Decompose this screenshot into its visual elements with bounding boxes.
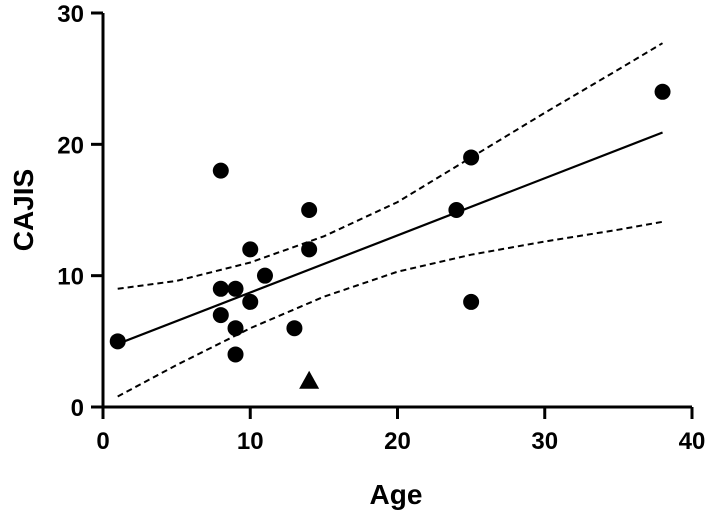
x-tick-label: 10 — [237, 428, 264, 455]
confidence-lower-line — [117, 220, 663, 398]
data-point — [227, 320, 244, 337]
data-point — [242, 241, 259, 258]
y-axis-label: CAJIS — [8, 169, 39, 251]
y-tick-label: 30 — [57, 1, 84, 28]
confidence-upper-line — [117, 42, 664, 290]
data-point — [227, 346, 244, 363]
axis-ticks: 0 10 20 30 40 0 10 20 30 — [57, 1, 705, 455]
y-tick-label: 20 — [57, 132, 84, 159]
data-point — [301, 202, 318, 218]
data-point — [212, 280, 229, 297]
data-point-triangle — [299, 370, 320, 389]
x-tick-label: 0 — [96, 428, 109, 455]
data-point — [463, 293, 480, 310]
data-point — [463, 149, 480, 166]
data-point — [256, 267, 273, 284]
data-point — [212, 162, 229, 179]
data-point — [227, 280, 244, 297]
regression-line-group — [117, 131, 663, 345]
data-points — [109, 83, 671, 389]
x-tick-label: 30 — [531, 428, 558, 455]
data-point — [654, 83, 671, 100]
x-tick-label: 40 — [679, 428, 706, 455]
x-axis-label: Age — [370, 479, 423, 510]
data-point — [286, 320, 303, 337]
data-point — [301, 241, 318, 258]
data-point — [242, 293, 259, 310]
data-point — [212, 307, 229, 324]
regression-line — [117, 131, 663, 345]
axes — [101, 13, 692, 409]
x-tick-label: 20 — [384, 428, 411, 455]
y-tick-label: 10 — [57, 264, 84, 291]
data-point — [448, 202, 465, 218]
confidence-band — [117, 42, 664, 398]
y-tick-label: 0 — [71, 395, 84, 422]
data-point — [109, 333, 126, 350]
